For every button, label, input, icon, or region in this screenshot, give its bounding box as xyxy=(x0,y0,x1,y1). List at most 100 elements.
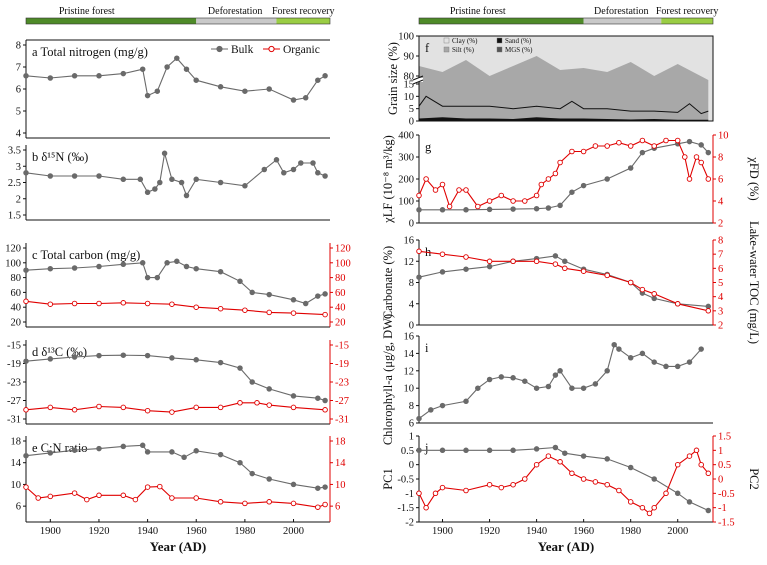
panel-a-ytick-label-0: 4 xyxy=(16,129,22,140)
panel-h-y2tick-label-3: 5 xyxy=(718,278,723,289)
panel-g-lf-point-4 xyxy=(510,206,516,212)
panel-g-fd-point-7 xyxy=(475,203,481,210)
panel-j-pc2-point-4 xyxy=(463,487,469,494)
panel-b-bulk-point-1 xyxy=(47,173,54,179)
panel-g-fd-point-15 xyxy=(552,170,559,177)
panel-a-ytick-label-4: 8 xyxy=(16,41,21,52)
panel-b-bulk-point-6 xyxy=(144,189,151,196)
panel-g-y2label: χFD (%) xyxy=(747,156,761,200)
panel-i-ytick-label-5: 16 xyxy=(404,332,415,343)
panel-h-lakewatertoc-point-7 xyxy=(562,265,568,272)
panel-d-organic-point-11 xyxy=(266,402,272,408)
panel-b-bulk-point-10 xyxy=(169,176,175,183)
panel-g-fd-point-14 xyxy=(545,176,552,182)
panel-j-pc2-point-8 xyxy=(522,476,528,482)
panel-a-bulk-point-4 xyxy=(120,70,127,77)
panel-g-ytick-label-1: 100 xyxy=(398,197,414,208)
panel-b-bulk-point-16 xyxy=(261,166,268,173)
panel-b-bulk-point-18 xyxy=(281,170,287,176)
panel-b-bulk-point-21 xyxy=(310,160,316,166)
panel-c-y2tick-label-2: 60 xyxy=(335,288,346,299)
left-period-bar-frame xyxy=(25,17,331,25)
panel-g-lf-line xyxy=(419,141,709,211)
panel-d-bulk-point-6 xyxy=(169,355,175,361)
legend-bulk-label: Bulk xyxy=(231,44,254,56)
right-period-bar-seg-2 xyxy=(583,18,662,24)
panel-e-bulk-point-8 xyxy=(181,454,187,461)
panel-f-ytick-label-5: 90 xyxy=(404,52,415,63)
panel-e-bulk-point-6 xyxy=(144,449,151,455)
panel-c-organic-point-5 xyxy=(144,300,151,307)
panel-d-organic-point-9 xyxy=(237,400,243,406)
panel-i-ylabel: Chlorophyll-a (μg/g, DW) xyxy=(381,314,395,445)
panel-g-lf-point-12 xyxy=(639,149,646,156)
panel-d-bulk-point-8 xyxy=(217,359,224,366)
panel-j-y2tick-label-2: 0.5 xyxy=(718,460,731,471)
panel-c-ytick-label-1: 40 xyxy=(11,303,22,314)
panel-j-pc2-point-14 xyxy=(592,479,599,485)
panel-d-organic-point-0 xyxy=(23,407,29,413)
panel-h-lakewatertoc-point-6 xyxy=(552,261,559,267)
panel-d-organic-point-10 xyxy=(254,400,260,406)
panel-b-bulk-point-14 xyxy=(217,179,224,186)
panel-d-bulk-point-4 xyxy=(120,352,127,358)
panel-h-carbonate-point-12 xyxy=(651,295,657,302)
panel-h-lakewatertoc-point-9 xyxy=(604,272,610,279)
panel-b-bulk-point-20 xyxy=(298,160,304,166)
panel-a-ytick-label-2: 6 xyxy=(16,85,21,96)
panel-g-fd-point-23 xyxy=(639,137,646,144)
panel-b-bulk-point-22 xyxy=(315,170,321,176)
panel-b-bulk-point-3 xyxy=(96,173,102,179)
panel-f-ytick-label-3: 15 xyxy=(404,80,415,91)
panel-b-bulk-point-9 xyxy=(161,150,168,157)
right-xtick-label-5: 2000 xyxy=(667,526,688,537)
panel-c-y2tick-label-4: 100 xyxy=(335,258,351,269)
panel-d-ytick-label-0: -15 xyxy=(7,341,21,352)
panel-h-carbonate-point-0 xyxy=(416,274,422,280)
panel-d-bulk-point-9 xyxy=(237,365,243,371)
panel-e-bulk-point-1 xyxy=(47,450,54,456)
panel-i-chlorophylla-point-4 xyxy=(475,385,481,391)
panel-i-chlorophylla-point-2 xyxy=(439,402,446,409)
panel-g-ylabel: χLF (10⁻⁸ m³/kg) xyxy=(381,135,395,224)
panel-b-bulk-point-0 xyxy=(23,170,29,176)
panel-d-ytick-label-4: -31 xyxy=(7,415,21,426)
panel-e-y2tick-label-3: 18 xyxy=(335,437,346,448)
panel-h-ytick-label-2: 8 xyxy=(409,278,414,289)
panel-h-lakewatertoc-point-8 xyxy=(580,268,587,274)
panel-b-bulk-point-15 xyxy=(242,183,248,189)
panel-h-ytick-label-3: 12 xyxy=(404,257,415,268)
panel-e-organic-point-4 xyxy=(84,496,90,503)
panel-i-chlorophylla-point-25 xyxy=(698,346,704,352)
panel-a-bulk-point-14 xyxy=(266,86,272,92)
panel-h-lakewatertoc-point-13 xyxy=(674,301,681,307)
right-period-label-2: Deforestation xyxy=(594,6,648,17)
panel-j-pc2-point-17 xyxy=(627,499,634,505)
right-period-label-1: Pristine forest xyxy=(450,6,506,17)
panel-j-ytick-label-5: -1.5 xyxy=(397,503,414,514)
panel-g-y2tick-label-0: 2 xyxy=(718,219,723,230)
panel-e-organic-point-0 xyxy=(23,484,29,490)
panel-d-ytick-label-2: -23 xyxy=(7,378,21,389)
panel-g-fd-point-30 xyxy=(698,159,704,166)
panel-c-organic-point-7 xyxy=(193,304,199,310)
panel-b-bulk-point-23 xyxy=(322,173,328,179)
panel-d-ytick-label-1: -19 xyxy=(7,359,21,370)
panel-b-bulk-point-5 xyxy=(137,176,144,183)
panel-c-organic-point-3 xyxy=(96,300,102,307)
panel-j-pc1-point-6 xyxy=(552,444,559,451)
panel-d-organic-point-13 xyxy=(322,407,328,413)
panel-a-bulk-point-2 xyxy=(71,73,78,79)
left-period-bar-seg-2 xyxy=(196,18,277,24)
panel-e-bulk-point-9 xyxy=(193,448,199,454)
panel-g-fd-point-27 xyxy=(682,154,688,160)
panel-e-organic-point-12 xyxy=(217,499,224,505)
panel-b-ytick-label-4: 3.5 xyxy=(8,146,21,157)
panel-g-fd-point-21 xyxy=(616,139,622,146)
panel-j-pc1-point-7 xyxy=(562,450,568,456)
panel-g-fd-point-10 xyxy=(510,198,516,204)
left-x-axis-title: Year (AD) xyxy=(150,539,206,554)
panel-b-ytick-label-0: 1.5 xyxy=(8,211,21,222)
legend-bulk-marker xyxy=(216,45,223,53)
panel-j-pc2-point-13 xyxy=(580,476,587,482)
